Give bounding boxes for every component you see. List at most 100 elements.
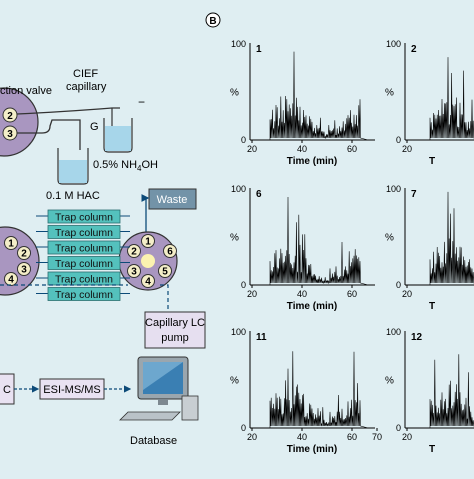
x-axis-title-partial: T: [429, 156, 435, 167]
acid-label: 0.1 M HAC: [46, 190, 100, 202]
x-tick-label: 60: [347, 144, 357, 154]
panel-b-label: B: [209, 16, 216, 27]
chromatogram-panel: 100 0% 1 20 40 60 Time (min): [230, 39, 375, 167]
y-unit: %: [385, 233, 394, 244]
valve-port-3-label: 3: [7, 129, 13, 140]
y-unit: %: [230, 376, 239, 387]
right-valve-port: [127, 244, 141, 258]
database-label: Database: [130, 435, 177, 447]
trap-column: [47, 287, 121, 301]
right-valve-center: [141, 254, 155, 268]
chromatogram-trace: [405, 191, 474, 286]
y-tick-0: 0: [396, 280, 401, 290]
y-tick-100: 100: [231, 184, 246, 194]
x-tick-label: 20: [402, 289, 412, 299]
y-unit: %: [385, 376, 394, 387]
x-tick-label: 60: [347, 289, 357, 299]
x-tick-label: 40: [297, 144, 307, 154]
valve-port-2: [2, 107, 18, 123]
x-tick-label: 20: [402, 144, 412, 154]
cief-capillary-label-1: CIEF: [73, 68, 98, 80]
minus-label: −: [138, 95, 145, 109]
x-tick-label: 70: [372, 432, 382, 442]
panel-number: 7: [411, 189, 417, 200]
base-liquid: [105, 126, 131, 151]
g-label: G: [90, 121, 99, 133]
x-axis-title: Time (min): [287, 301, 337, 312]
base-beaker: [103, 118, 133, 153]
valve-port-2-label: 2: [7, 111, 13, 122]
right-valve-port: [163, 244, 177, 258]
left-valve-port-label: 4: [8, 275, 14, 286]
x-axis-title-partial: T: [429, 301, 435, 312]
right-valve-port-label: 3: [131, 267, 137, 278]
panel-b-badge: [205, 12, 221, 28]
computer-icon: [119, 356, 199, 421]
chromatogram-panel: 100 0% 11 20 40 60 70 Time (min): [230, 327, 382, 455]
x-tick-label: 20: [247, 144, 257, 154]
chromatogram-trace: [405, 354, 474, 429]
cief-capillary: [16, 107, 120, 115]
x-tick-label: 20: [247, 432, 257, 442]
left-valve-port-label: 2: [21, 249, 27, 260]
y-tick-100: 100: [386, 39, 401, 49]
trap-column: [47, 256, 121, 270]
panel-number: 2: [411, 44, 417, 55]
chromatogram-panel: 100 0% 2 20 T: [385, 39, 474, 167]
left-valve-port-label: 1: [8, 239, 14, 250]
x-tick-label: 20: [247, 289, 257, 299]
trap-column-label: Trap column: [55, 289, 113, 301]
cief-capillary-label-2: capillary: [66, 81, 107, 93]
trap-column-label: Trap column: [55, 274, 113, 286]
x-tick-label: 20: [402, 432, 412, 442]
trap-column: [47, 240, 121, 255]
right-valve-port-label: 1: [145, 237, 151, 248]
y-tick-0: 0: [241, 135, 246, 145]
y-tick-100: 100: [231, 327, 246, 337]
trap-column-label: Trap column: [55, 212, 113, 224]
injection-valve-label: ction valve: [0, 85, 52, 97]
chromatogram-trace: [405, 57, 474, 141]
ms-section: C ESI-MS/MS Database: [0, 356, 199, 447]
left-valve-port: [17, 246, 31, 260]
acid-beaker: [57, 148, 89, 185]
left-switching-valve: [0, 226, 40, 296]
y-tick-0: 0: [396, 423, 401, 433]
pump-label-2: pump: [161, 332, 189, 344]
y-unit: %: [385, 88, 394, 99]
right-valve-port: [141, 274, 155, 288]
panel-number: 11: [256, 332, 267, 343]
trap-column-label: Trap column: [55, 227, 113, 239]
chromatogram-panel: 100 0% 6 20 40 60 Time (min): [230, 184, 375, 312]
x-tick-label: 60: [347, 432, 357, 442]
right-valve-port: [127, 264, 141, 278]
cief-section: 2 3 ction valve CIEF capillary G − 0.1 M…: [0, 68, 158, 202]
chromatogram-area: [200, 0, 474, 474]
panel-number: 6: [256, 189, 262, 200]
capillary-to-acid: [17, 119, 81, 150]
injection-valve: [0, 87, 39, 157]
chromatogram-trace: [250, 351, 369, 429]
y-unit: %: [230, 233, 239, 244]
x-tick-label: 40: [297, 289, 307, 299]
capillary-lc-pump: [144, 311, 206, 349]
right-valve-port: [141, 234, 155, 248]
base-label: 0.5% NH4OH: [93, 159, 158, 173]
chromatogram-panel: 100 0% 7 20 T: [385, 184, 474, 312]
lc-label: C: [3, 384, 11, 396]
left-valve-port-label: 3: [21, 265, 27, 276]
pump-label-1: Capillary LC: [145, 317, 205, 329]
y-tick-0: 0: [241, 280, 246, 290]
left-valve-port: [4, 236, 18, 250]
panel-number: 12: [411, 332, 423, 343]
right-valve-port: [158, 264, 172, 278]
right-valve-port-label: 5: [162, 267, 168, 278]
x-axis-title: Time (min): [287, 156, 337, 167]
y-tick-100: 100: [386, 327, 401, 337]
right-valve-port-label: 6: [167, 247, 173, 258]
waste-label: Waste: [157, 194, 188, 206]
y-tick-100: 100: [386, 184, 401, 194]
y-tick-0: 0: [241, 423, 246, 433]
